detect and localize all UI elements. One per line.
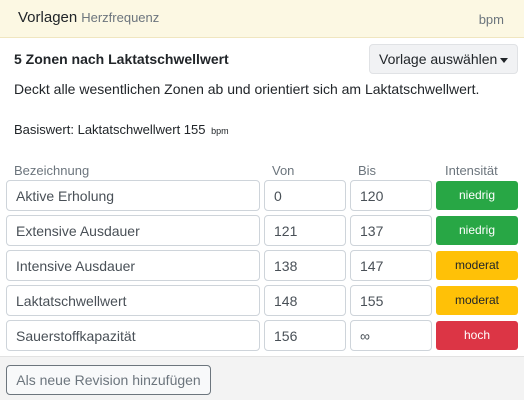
column-header-intensity: Intensität [445,163,498,178]
zone-from-field[interactable]: 156 [264,320,346,351]
intensity-badge: moderat [436,286,518,315]
zone-name-field[interactable]: Aktive Erholung [6,180,260,211]
intensity-badge: moderat [436,251,518,280]
preset-title: 5 Zonen nach Laktatschwellwert [14,51,229,67]
column-header-to: Bis [358,163,377,178]
zone-from-field[interactable]: 121 [264,215,346,246]
select-preset-dropdown[interactable]: Vorlage auswählen [369,44,518,74]
column-header-from: Von [272,163,295,178]
add-revision-button[interactable]: Als neue Revision hinzufügen [6,365,211,395]
panel-subtitle: Herzfrequenz [81,10,160,25]
zone-from-field[interactable]: 148 [264,285,346,316]
zone-name-field[interactable]: Extensive Ausdauer [6,215,260,246]
zone-to-field[interactable]: 155 [350,285,432,316]
intensity-badge: niedrig [436,216,518,245]
base-value-text: Laktatschwellwert 155 [77,122,206,137]
base-label: Basiswert: [14,122,74,137]
unit-label: bpm [478,12,504,27]
dropdown-label: Vorlage auswählen [379,51,498,67]
zone-to-field[interactable]: 120 [350,180,432,211]
zone-from-field[interactable]: 0 [264,180,346,211]
zone-name-field[interactable]: Intensive Ausdauer [6,250,260,281]
zone-name-field[interactable]: Sauerstoffkapazität [6,320,260,351]
panel-title: Vorlagen Herzfrequenz [18,9,160,26]
chevron-down-icon [500,58,508,63]
intensity-badge: niedrig [436,181,518,210]
panel-header: Vorlagen Herzfrequenz bpm [0,0,524,38]
base-unit: bpm [211,126,229,136]
column-header-name: Bezeichnung [14,163,90,178]
zone-from-field[interactable]: 138 [264,250,346,281]
zone-to-field[interactable]: 147 [350,250,432,281]
zone-to-field[interactable]: 137 [350,215,432,246]
preset-description: Deckt alle wesentlichen Zonen ab und ori… [14,81,480,97]
zone-to-field[interactable]: ∞ [350,320,432,351]
zone-name-field[interactable]: Laktatschwellwert [6,285,260,316]
base-value: Basiswert: Laktatschwellwert 155 bpm [14,122,229,137]
panel-footer: Als neue Revision hinzufügen [0,356,524,400]
intensity-badge: hoch [436,321,518,350]
